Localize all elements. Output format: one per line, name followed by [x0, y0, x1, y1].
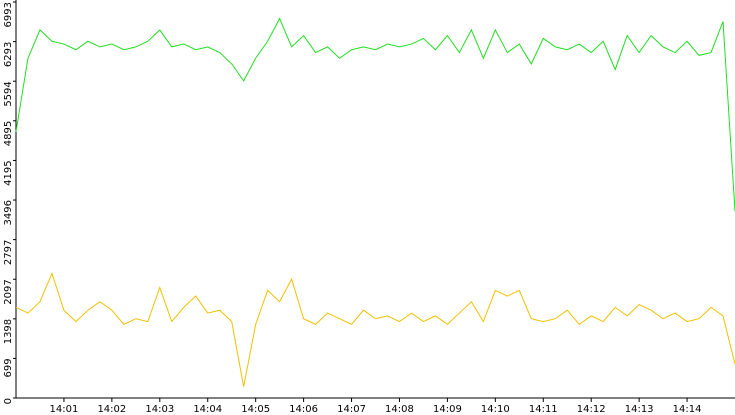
- y-tick-label: 6293: [3, 42, 14, 67]
- x-tick-label: 14:08: [385, 404, 414, 415]
- y-tick-label: 4895: [3, 121, 14, 146]
- x-tick-label: 14:09: [433, 404, 462, 415]
- x-tick-label: 14:02: [97, 404, 126, 415]
- y-tick-label: 2097: [3, 279, 14, 304]
- x-tick-label: 14:10: [481, 404, 510, 415]
- x-tick-label: 14:13: [625, 404, 654, 415]
- y-tick-label: 3496: [3, 200, 14, 225]
- y-tick-label: 0: [3, 398, 14, 404]
- data-line: [15, 271, 735, 387]
- x-tick-label: 14:07: [337, 404, 366, 415]
- x-tick-label: 14:03: [145, 404, 174, 415]
- data-line: [15, 17, 735, 212]
- x-tick-label: 14:12: [577, 404, 606, 415]
- y-tick-label: 2797: [3, 240, 14, 265]
- x-tick-label: 14:04: [193, 404, 222, 415]
- x-tick-label: 14:14: [673, 404, 702, 415]
- y-tick-label: 699: [3, 358, 14, 377]
- y-tick-label: 4195: [3, 160, 14, 185]
- y-tick-label: 5594: [3, 81, 14, 106]
- x-tick-label: 14:06: [289, 404, 318, 415]
- x-tick-label: 14:05: [241, 404, 270, 415]
- x-tick-label: 14:01: [50, 404, 79, 415]
- y-tick-label: 6993: [3, 2, 14, 27]
- x-tick-label: 14:11: [529, 404, 558, 415]
- y-tick-label: 1398: [3, 319, 14, 344]
